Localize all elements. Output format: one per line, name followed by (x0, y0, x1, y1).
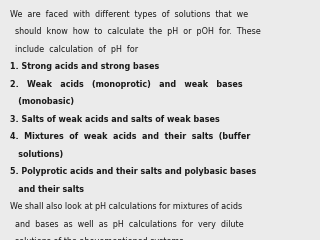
Text: 1. Strong acids and strong bases: 1. Strong acids and strong bases (10, 62, 159, 71)
Text: We shall also look at pH calculations for mixtures of acids: We shall also look at pH calculations fo… (10, 202, 242, 211)
Text: solutions): solutions) (10, 150, 63, 159)
Text: 4.  Mixtures  of  weak  acids  and  their  salts  (buffer: 4. Mixtures of weak acids and their salt… (10, 132, 250, 141)
Text: and their salts: and their salts (10, 185, 84, 194)
Text: solutions of the abovementioned systems.: solutions of the abovementioned systems. (10, 237, 186, 240)
Text: should  know  how  to  calculate  the  pH  or  pOH  for.  These: should know how to calculate the pH or p… (10, 27, 260, 36)
Text: and  bases  as  well  as  pH  calculations  for  very  dilute: and bases as well as pH calculations for… (10, 220, 243, 229)
Text: 5. Polyprotic acids and their salts and polybasic bases: 5. Polyprotic acids and their salts and … (10, 167, 256, 176)
Text: (monobasic): (monobasic) (10, 97, 74, 106)
Text: 2.   Weak   acids   (monoprotic)   and   weak   bases: 2. Weak acids (monoprotic) and weak base… (10, 80, 242, 89)
Text: 3. Salts of weak acids and salts of weak bases: 3. Salts of weak acids and salts of weak… (10, 115, 219, 124)
Text: We  are  faced  with  different  types  of  solutions  that  we: We are faced with different types of sol… (10, 10, 248, 19)
Text: include  calculation  of  pH  for: include calculation of pH for (10, 45, 138, 54)
